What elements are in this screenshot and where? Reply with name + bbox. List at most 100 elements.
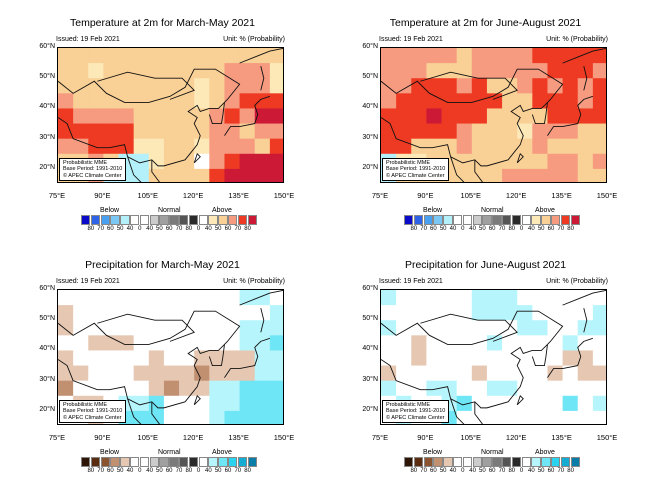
boundary-line — [420, 313, 519, 342]
legend-swatch — [139, 457, 150, 467]
probability-cell — [133, 365, 150, 382]
probability-cell — [73, 138, 89, 155]
legend-swatch — [521, 457, 531, 467]
probability-cell — [118, 380, 135, 397]
probability-cell — [254, 350, 271, 367]
probability-cell — [456, 48, 473, 64]
legend-tick-label: 50 — [156, 468, 163, 474]
lon-label: 75°E — [48, 191, 66, 200]
probability-cell — [411, 63, 427, 79]
probability-cell — [118, 365, 135, 382]
probability-cell — [547, 138, 564, 155]
probability-cell — [577, 78, 594, 94]
probability-cell — [486, 168, 503, 182]
probability-cell — [88, 365, 104, 382]
probability-cell — [254, 93, 271, 109]
info-box: Probabilistic MME Base Period: 1991-2010 ©… — [382, 157, 450, 181]
lat-label: 20°N — [362, 405, 378, 413]
probability-cell — [592, 365, 606, 382]
probability-cell — [254, 63, 271, 79]
legend-tick-label: 50 — [537, 468, 545, 474]
lat-label: 30°N — [39, 133, 55, 141]
probability-cell — [441, 320, 458, 336]
probability-cell — [254, 395, 271, 412]
legend-swatch — [413, 457, 424, 467]
probability-cell — [396, 108, 412, 125]
probability-cell — [502, 320, 518, 336]
probability-cell — [471, 123, 488, 140]
legend-tick-label: 0 — [461, 226, 465, 232]
lon-label: 120°E — [182, 191, 204, 200]
probability-cell — [471, 335, 488, 351]
probability-cell — [456, 290, 473, 306]
probability-cell — [118, 305, 135, 321]
probability-cell — [456, 78, 473, 94]
unit-label: Unit: % (Probability) — [546, 36, 608, 43]
probability-cell — [396, 335, 412, 351]
lat-label: 50°N — [39, 315, 55, 323]
legend-tick-label: 60 — [547, 468, 555, 474]
probability-cell — [133, 48, 150, 64]
probability-cell — [179, 108, 195, 125]
probability-cell — [426, 123, 443, 140]
probability-cell — [209, 123, 225, 140]
probability-cell — [502, 410, 518, 424]
probability-cell — [269, 138, 283, 155]
probability-cell — [254, 410, 271, 424]
probability-cell — [209, 380, 225, 397]
legend-tick-label: 70 — [97, 226, 104, 232]
legend-tick-label: 50 — [116, 468, 124, 474]
probability-cell — [118, 78, 135, 94]
probability-cell — [547, 335, 564, 351]
probability-cell — [532, 290, 548, 306]
probability-cell — [517, 153, 533, 170]
probability-cell — [426, 290, 443, 306]
probability-cell — [179, 320, 195, 336]
legend-tick-label: 80 — [567, 468, 574, 474]
legend-swatch — [110, 457, 120, 467]
probability-cell — [592, 395, 606, 412]
legend-tick-label: 70 — [420, 226, 427, 232]
probability-cell — [88, 380, 104, 397]
probability-cell — [381, 108, 397, 125]
legend-swatch — [169, 215, 179, 225]
probability-cell — [163, 350, 180, 367]
probability-cell — [381, 290, 397, 306]
probability-cell — [269, 48, 283, 64]
legend-tick-label: 40 — [146, 468, 153, 474]
probability-cell — [88, 48, 104, 64]
legend-swatch — [453, 457, 463, 467]
probability-cell — [179, 395, 195, 412]
lon-label: 105°E — [137, 191, 159, 200]
probability-cell — [224, 48, 241, 64]
legend-tick-label: 0 — [196, 226, 201, 232]
probability-cell — [73, 380, 89, 397]
probability-cell — [209, 395, 225, 412]
legend-heading: Normal — [481, 449, 504, 456]
probability-cell — [209, 78, 225, 94]
lat-label: 20°N — [39, 163, 55, 171]
probability-cell — [269, 320, 283, 336]
legend-swatch — [188, 457, 199, 467]
probability-cell — [471, 63, 488, 79]
probability-cell — [73, 350, 89, 367]
probability-cell — [148, 395, 165, 412]
boundary-line — [562, 48, 606, 64]
probability-cell — [269, 380, 283, 397]
legend-heading: Below — [100, 207, 120, 214]
probability-cell — [517, 335, 533, 351]
probability-cell — [471, 395, 488, 412]
legend-swatch — [413, 215, 424, 225]
legend-tick-label: 70 — [498, 468, 506, 474]
probability-cell — [58, 63, 74, 79]
probability-cell — [179, 305, 195, 321]
probability-cell — [502, 138, 518, 155]
probability-cell — [592, 78, 606, 94]
probability-cell — [411, 350, 427, 367]
info-line: Base Period: 1991-2010 — [386, 408, 446, 414]
lat-label: 40°N — [39, 103, 55, 111]
probability-cell — [239, 123, 256, 140]
probability-cell — [592, 305, 606, 321]
probability-cell — [577, 350, 594, 367]
legend-tick-label: 0 — [461, 468, 465, 474]
